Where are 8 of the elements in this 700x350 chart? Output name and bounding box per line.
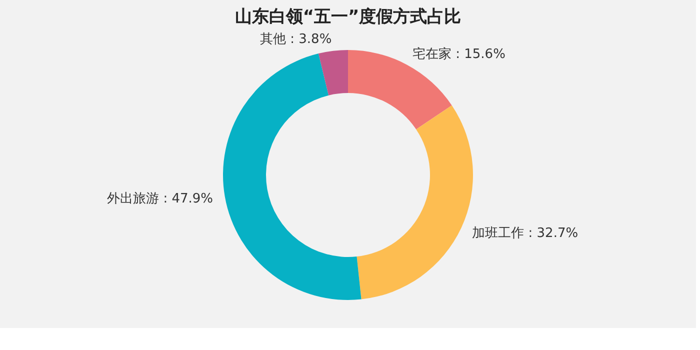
slice-label: 外出旅游 : 47.9% [107, 192, 214, 207]
chart-title: 山东白领“五一”度假方式占比 [234, 7, 462, 27]
slice-label: 宅在家 : 15.6% [412, 46, 506, 62]
donut-slice [356, 105, 473, 300]
donut-slice [223, 54, 362, 300]
slice-label: 其他 : 3.8% [260, 32, 332, 47]
donut-slice [318, 50, 348, 96]
slice-label: 加班工作 : 32.7% [472, 226, 578, 241]
